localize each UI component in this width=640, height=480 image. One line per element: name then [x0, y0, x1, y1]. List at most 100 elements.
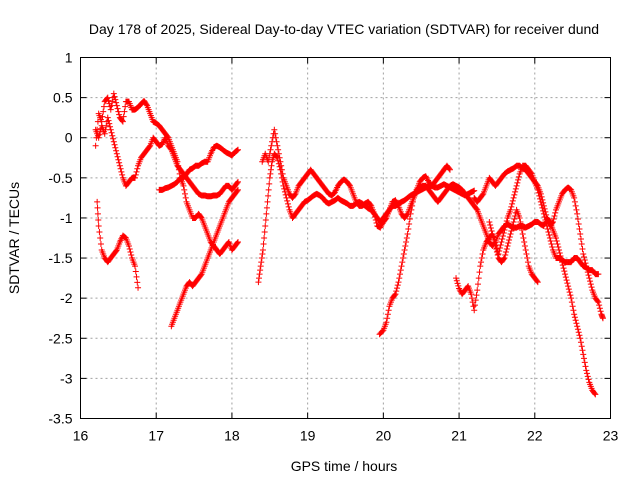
data-point	[400, 255, 407, 262]
data-point	[454, 280, 461, 287]
data-point	[265, 192, 272, 199]
data-point	[534, 278, 541, 285]
data-point	[508, 203, 515, 210]
data-point	[596, 305, 603, 312]
grid	[80, 57, 611, 419]
data-point	[587, 281, 594, 288]
data-point	[266, 174, 273, 181]
data-point	[125, 243, 132, 250]
data-point	[111, 141, 118, 148]
data-point	[258, 255, 265, 262]
data-point	[261, 228, 268, 235]
plot-frame	[80, 57, 611, 419]
x-tick-label: 22	[527, 428, 543, 444]
data-point	[284, 197, 291, 204]
data-point	[500, 256, 507, 263]
data-point	[284, 200, 291, 207]
data-point	[550, 215, 557, 222]
data-point	[113, 99, 120, 106]
data-point	[116, 162, 123, 169]
data-point	[537, 190, 544, 197]
data-point	[471, 307, 478, 314]
data-point	[274, 142, 281, 149]
data-point	[181, 186, 188, 193]
data-point	[555, 244, 562, 251]
series-d	[168, 186, 241, 330]
data-point	[100, 108, 107, 115]
data-point	[255, 275, 262, 282]
data-point	[479, 191, 486, 198]
data-point	[180, 182, 187, 189]
data-point	[122, 103, 129, 110]
data-point	[596, 302, 603, 309]
data-point	[513, 182, 520, 189]
data-point	[291, 191, 298, 198]
data-point	[277, 158, 284, 165]
data-point	[473, 205, 480, 212]
data-point	[586, 275, 593, 282]
y-tick-label: 0.5	[53, 90, 73, 106]
y-tick-label: 1	[65, 50, 73, 66]
data-point	[95, 222, 102, 229]
x-tick-label: 19	[300, 428, 316, 444]
data-point	[552, 235, 559, 241]
data-point	[261, 235, 268, 241]
data-point	[401, 247, 408, 254]
data-point	[499, 236, 506, 243]
data-point	[578, 241, 585, 248]
data-point	[395, 279, 402, 286]
data-point	[496, 245, 503, 252]
data-point	[234, 186, 241, 193]
data-point	[272, 134, 279, 141]
data-point	[146, 143, 153, 150]
data-point	[518, 226, 525, 233]
data-point	[468, 291, 475, 298]
data-point	[502, 252, 509, 259]
x-tick-label: 20	[376, 428, 392, 444]
data-point	[493, 249, 500, 256]
data-point	[582, 260, 589, 267]
data-point	[509, 224, 516, 231]
data-point	[518, 222, 525, 229]
data-point	[394, 201, 401, 208]
x-tick-label: 16	[73, 428, 89, 444]
data-point	[119, 117, 126, 124]
data-point	[135, 284, 142, 291]
series-k	[486, 206, 541, 286]
data-point	[581, 355, 587, 362]
data-point	[446, 166, 453, 173]
data-point	[552, 209, 559, 216]
data-point	[197, 213, 204, 220]
y-tick-label: -3	[60, 370, 73, 386]
data-point	[234, 147, 241, 154]
data-point	[584, 269, 591, 276]
data-point	[132, 263, 139, 270]
data-point	[104, 114, 111, 121]
data-point	[132, 268, 139, 275]
data-point	[573, 206, 580, 213]
data-point	[561, 268, 568, 275]
series-g	[259, 126, 453, 231]
data-point	[584, 266, 591, 273]
data-point	[113, 102, 120, 109]
data-point	[107, 106, 114, 113]
data-point	[94, 198, 101, 205]
data-point	[478, 255, 485, 262]
data-point	[399, 259, 406, 266]
data-point	[478, 259, 485, 266]
data-point	[393, 285, 400, 292]
data-point	[563, 277, 570, 284]
data-point	[571, 198, 578, 205]
data-point	[493, 246, 500, 253]
data-point	[278, 166, 285, 173]
data-point	[384, 315, 391, 322]
data-point	[476, 269, 483, 276]
data-point	[181, 190, 188, 197]
data-point	[101, 130, 108, 137]
data-point	[257, 263, 264, 270]
data-point	[571, 314, 578, 321]
data-point	[549, 219, 556, 226]
data-point	[573, 320, 580, 327]
data-point	[574, 326, 581, 333]
